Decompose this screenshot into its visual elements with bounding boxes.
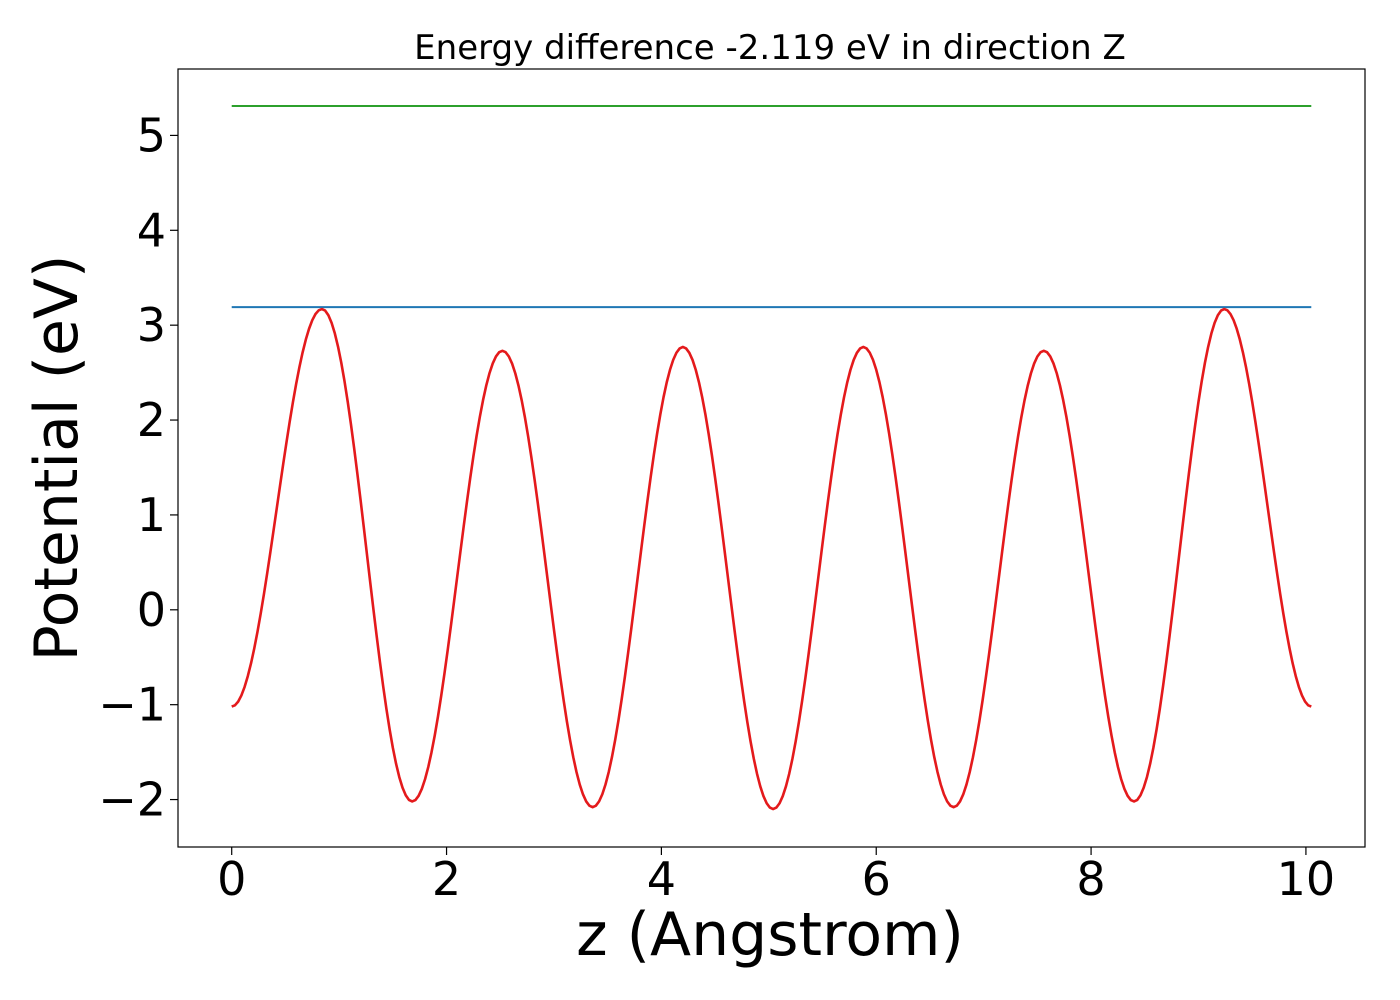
x-tick-label: 0 [217,852,246,906]
y-axis-label: Potential (eV) [22,255,92,662]
plot-frame [177,68,1366,848]
y-tick-label: −1 [98,678,166,732]
y-tick-label: 5 [137,108,166,162]
y-tick-label: 3 [137,298,166,352]
chart-title: Energy difference -2.119 eV in direction… [414,28,1126,68]
y-tick-label: 1 [137,488,166,542]
x-tick-label: 6 [862,852,891,906]
x-tick-label: 8 [1076,852,1105,906]
x-tick-label: 10 [1277,852,1336,906]
series-2-line [231,307,1312,811]
x-tick-label: 4 [647,852,676,906]
y-tick-label: −2 [98,773,166,827]
y-tick-label: 0 [137,583,166,637]
axis-ticks: 0 2 4 6 8 10 −2 −1 0 1 2 3 4 5 [98,108,1335,906]
x-axis-label: z (Angstrom) [576,900,964,970]
y-tick-label: 4 [137,203,166,257]
plot-area [231,105,1312,811]
x-tick-label: 2 [432,852,461,906]
y-tick-label: 2 [137,393,166,447]
